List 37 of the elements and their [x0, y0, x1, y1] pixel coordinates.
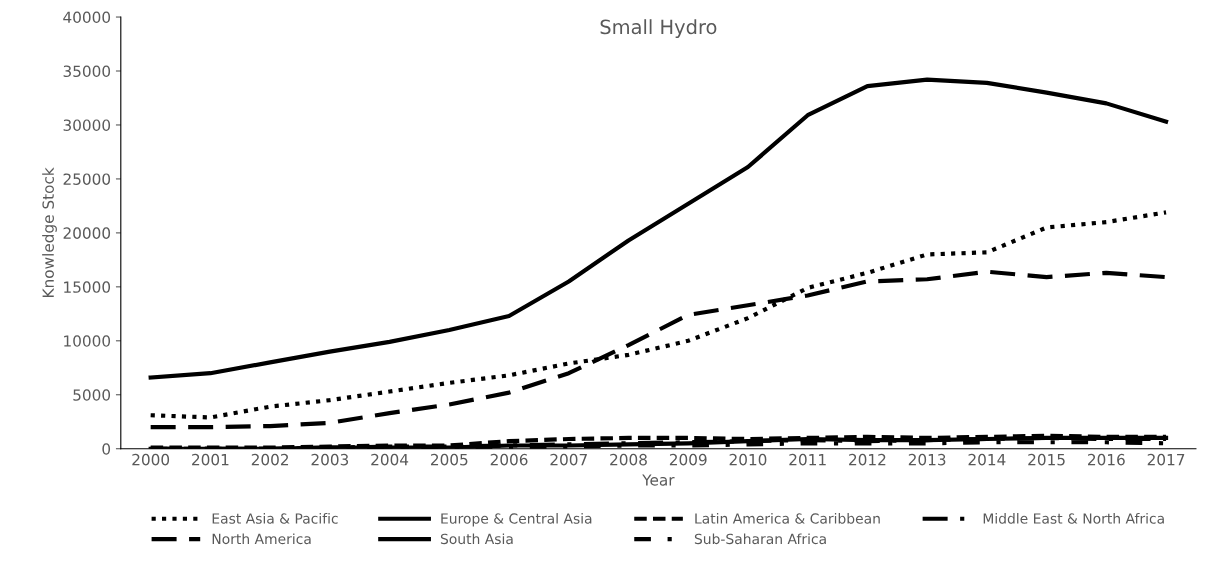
x-tick-label: 2016 — [1088, 453, 1125, 466]
y-tick-label: 40000 — [63, 11, 111, 24]
x-tick-label: 2000 — [132, 453, 170, 466]
x-tick-label: 2002 — [251, 453, 289, 466]
y-tick-label: 0 — [102, 443, 111, 455]
x-tick-label: 2005 — [430, 453, 468, 466]
x-tick-label: 2007 — [550, 453, 587, 466]
y-tick-label: 35000 — [63, 65, 111, 78]
x-tick-label: 2003 — [311, 453, 349, 466]
legend-label: Middle East & North Africa — [983, 513, 1164, 524]
legend-label: North America — [212, 533, 311, 545]
x-tick-label: 2001 — [192, 453, 229, 466]
x-tick-label: 2009 — [669, 453, 707, 466]
x-tick-label: 2004 — [371, 453, 409, 466]
y-tick-label: 15000 — [64, 281, 111, 293]
y-tick-label: 5000 — [73, 389, 111, 401]
legend-label: Latin America & Caribbean — [695, 513, 880, 524]
legend-label: Europe & Central Asia — [441, 513, 592, 527]
x-axis-title: Year — [642, 474, 675, 486]
y-tick-label: 25000 — [63, 173, 111, 185]
legend-label: Sub-Saharan Africa — [694, 533, 826, 545]
x-tick-label: 2006 — [490, 453, 528, 466]
x-tick-label: 2008 — [610, 453, 647, 466]
legend-label: South Asia — [440, 533, 513, 545]
x-tick-label: 2011 — [789, 453, 826, 466]
x-tick-label: 2017 — [1147, 453, 1185, 466]
x-tick-label: 2013 — [908, 453, 946, 466]
y-tick-label: 20000 — [63, 227, 111, 239]
y-tick-label: 30000 — [63, 119, 111, 131]
x-tick-label: 2014 — [968, 453, 1006, 466]
x-tick-label: 2015 — [1028, 453, 1065, 466]
x-tick-label: 2010 — [729, 453, 767, 466]
y-axis-title: Knowledge Stock — [42, 167, 57, 297]
legend-label: East Asia & Pacific — [212, 513, 338, 524]
y-tick-label: 10000 — [64, 335, 111, 347]
chart-title: Small Hydro — [600, 19, 717, 39]
x-tick-label: 2012 — [849, 453, 886, 466]
